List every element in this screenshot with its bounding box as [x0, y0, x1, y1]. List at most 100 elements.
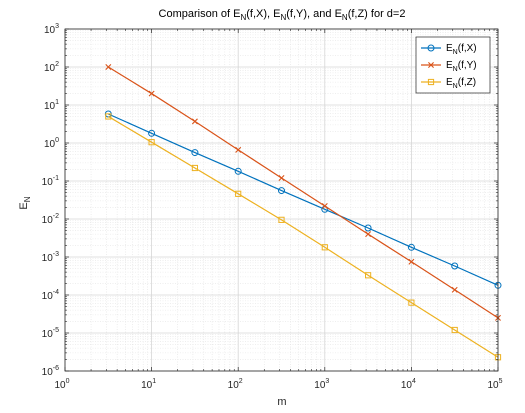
y-axis-label: EN [18, 196, 32, 209]
data-point-square [451, 326, 458, 334]
y-tick-label: 10-6 [42, 365, 59, 378]
data-point-x [235, 146, 242, 153]
x-tick-base: 10 [141, 380, 153, 391]
data-point-circle [191, 149, 199, 157]
y-tick-exponent: 3 [55, 23, 59, 30]
data-point-circle [234, 167, 242, 175]
x-tick-exponent: 1 [152, 378, 156, 385]
legend-label-rest: (f,Z) [458, 77, 476, 88]
title-sub-3: N [342, 13, 348, 22]
y-tick-label: 101 [44, 99, 59, 112]
y-tick-label: 10-2 [42, 213, 59, 226]
x-tick-exponent: 5 [499, 378, 503, 385]
data-point-square [105, 113, 112, 120]
y-tick-exponent: -4 [53, 289, 59, 296]
legend-label-rest: (f,Y) [458, 60, 477, 71]
data-point-circle [451, 262, 459, 270]
chart-title: Comparison of EN(f,X), EN(f,Y), and EN(f… [159, 8, 406, 22]
data-point-x [105, 64, 112, 70]
legend-label-main: E [446, 43, 453, 54]
x-tick-base: 10 [487, 380, 499, 391]
legend-label-sub: N [453, 49, 458, 56]
data-point-circle [148, 129, 156, 137]
y-axis-label-sub: N [23, 196, 32, 202]
x-tick-exponent: 3 [325, 378, 329, 385]
data-point-x [191, 118, 198, 125]
data-point-circle [407, 243, 415, 251]
data-point-x [451, 286, 458, 293]
y-tick-label: 102 [44, 61, 59, 74]
data-point-x [365, 231, 372, 238]
legend-marker-x [428, 62, 434, 68]
y-tick-base: 10 [44, 63, 56, 74]
data-point-square [408, 299, 415, 306]
x-tick-label: 105 [487, 378, 502, 391]
y-tick-base: 10 [42, 177, 54, 188]
y-tick-label: 10-5 [42, 327, 59, 340]
title-part-1: Comparison of E [159, 8, 241, 20]
title-part-4: (f,Z) for d=2 [348, 8, 406, 20]
y-tick-exponent: -6 [53, 365, 59, 372]
series-line-1 [108, 113, 499, 286]
data-point-x [278, 175, 285, 181]
y-tick-label: 10-1 [42, 175, 59, 188]
y-tick-exponent: 0 [55, 137, 59, 144]
legend-marker-square [427, 78, 435, 86]
x-tick-base: 10 [228, 380, 240, 391]
legend-label-2: EN(f,Y) [446, 60, 477, 73]
data-point-square [278, 216, 285, 223]
y-tick-label: 10-3 [42, 251, 59, 264]
title-sub-1: N [240, 13, 246, 22]
x-tick-exponent: 2 [239, 378, 243, 385]
data-point-x [148, 90, 155, 97]
title-sub-2: N [280, 13, 286, 22]
x-tick-label: 101 [141, 378, 156, 391]
y-tick-label: 100 [44, 137, 59, 150]
legend-label-main: E [446, 77, 453, 88]
legend-label-main: E [446, 60, 453, 71]
x-tick-label: 102 [228, 378, 243, 391]
data-point-x [408, 258, 415, 265]
y-tick-base: 10 [42, 253, 54, 264]
y-tick-exponent: 2 [55, 61, 59, 68]
y-tick-label: 103 [44, 23, 59, 36]
legend-label-rest: (f,X) [458, 43, 477, 54]
y-axis-label-main: E [18, 202, 30, 209]
y-tick-base: 10 [42, 291, 54, 302]
x-tick-label: 104 [401, 378, 416, 391]
series-line-2 [107, 66, 499, 319]
y-tick-exponent: -2 [53, 213, 59, 220]
y-tick-exponent: -3 [53, 251, 59, 258]
data-point-circle [364, 224, 372, 232]
y-tick-exponent: -1 [53, 175, 59, 182]
legend-label-sub: N [453, 66, 458, 73]
legend-marker-circle [427, 44, 435, 52]
data-point-square [191, 164, 199, 172]
y-tick-base: 10 [42, 329, 54, 340]
y-tick-base: 10 [42, 367, 54, 378]
title-part-2: (f,X), E [246, 8, 280, 20]
y-tick-base: 10 [44, 139, 56, 150]
x-tick-exponent: 4 [412, 378, 416, 385]
data-point-square [365, 272, 372, 279]
x-tick-base: 10 [314, 380, 326, 391]
data-point-square [321, 244, 328, 251]
series-line-3 [107, 115, 499, 358]
axes-frame [64, 28, 499, 372]
y-tick-exponent: -5 [53, 327, 59, 334]
x-tick-base: 10 [401, 380, 413, 391]
x-tick-label: 100 [54, 378, 69, 391]
x-tick-base: 10 [54, 380, 66, 391]
y-tick-label: 10-4 [42, 289, 59, 302]
legend-label-3: EN(f,Z) [446, 77, 476, 90]
title-part-3: (f,Y), and E [286, 8, 342, 20]
legend-label-sub: N [453, 83, 458, 90]
x-axis-label: m [277, 396, 286, 408]
y-tick-base: 10 [42, 215, 54, 226]
y-tick-base: 10 [44, 25, 56, 36]
x-tick-exponent: 0 [66, 378, 70, 385]
y-tick-base: 10 [44, 101, 56, 112]
data-point-square [235, 190, 242, 197]
data-point-x [321, 202, 328, 209]
